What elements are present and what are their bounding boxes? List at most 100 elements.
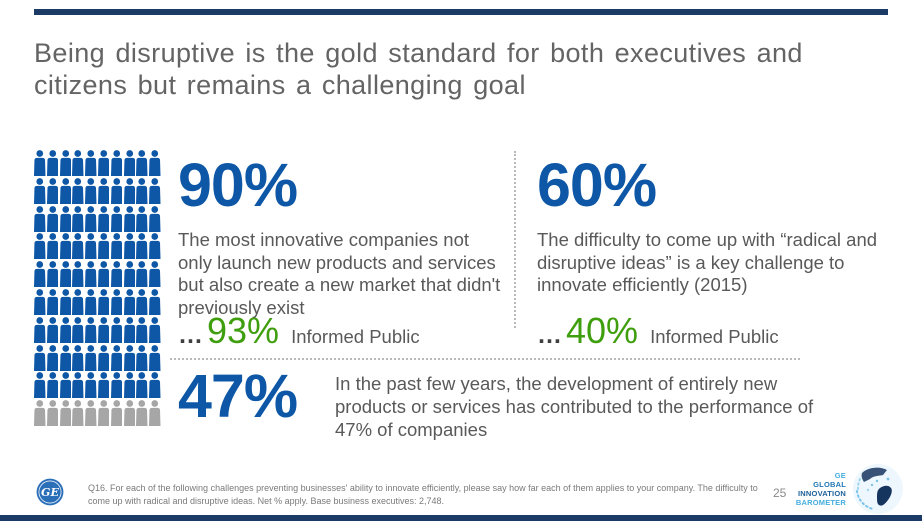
person-icon xyxy=(110,372,124,400)
person-icon xyxy=(136,372,149,400)
informed-public-value-93: 93% xyxy=(207,310,280,351)
person-icon xyxy=(85,372,98,400)
person-icon xyxy=(34,316,47,345)
person-icon xyxy=(123,372,137,400)
person-icon xyxy=(46,289,60,317)
person-icon xyxy=(59,400,73,428)
person-icon xyxy=(46,177,60,206)
person-icon xyxy=(72,233,85,261)
person-icon xyxy=(34,344,47,373)
person-icon xyxy=(110,150,124,178)
person-icon xyxy=(34,372,47,400)
globe-icon xyxy=(853,464,903,514)
person-icon xyxy=(97,205,111,234)
page-number: 25 xyxy=(773,486,787,500)
person-icon xyxy=(72,372,85,400)
person-icon xyxy=(34,177,47,206)
person-icon xyxy=(59,344,73,373)
top-accent-bar xyxy=(34,9,888,15)
person-icon xyxy=(136,316,149,345)
footnote-text: Q16. For each of the following challenge… xyxy=(88,483,758,507)
person-icon xyxy=(34,233,47,261)
person-icon xyxy=(59,372,73,400)
person-icon xyxy=(123,150,137,178)
person-icon xyxy=(123,400,137,428)
stat-block-radical: 60% The difficulty to come up with “radi… xyxy=(537,155,882,297)
person-icon xyxy=(149,400,162,428)
person-icon xyxy=(59,205,73,234)
stat-block-innovative: 90% The most innovative companies not on… xyxy=(178,155,508,319)
informed-public-row-40: … 40% Informed Public xyxy=(537,310,779,352)
person-icon xyxy=(85,233,98,261)
person-icon xyxy=(34,205,47,234)
person-icon xyxy=(34,400,47,428)
person-icon xyxy=(85,344,98,373)
bottom-accent-bar xyxy=(0,515,922,521)
person-icon xyxy=(136,400,149,428)
person-icon xyxy=(72,261,85,289)
person-icon xyxy=(85,400,98,428)
barometer-wordmark: GE GLOBAL INNOVATION BAROMETER xyxy=(770,471,846,508)
person-icon xyxy=(149,205,162,234)
person-icon xyxy=(97,150,111,178)
person-icon xyxy=(149,150,162,178)
person-icon xyxy=(123,289,137,317)
person-icon xyxy=(110,316,124,345)
person-icon xyxy=(59,261,73,289)
stat-value-60: 60% xyxy=(537,151,657,219)
person-icon xyxy=(85,150,98,178)
person-icon xyxy=(136,289,149,317)
person-icon xyxy=(136,344,149,373)
person-icon xyxy=(72,400,85,428)
informed-public-label: Informed Public xyxy=(650,326,779,347)
person-icon xyxy=(59,150,73,178)
person-icon xyxy=(46,400,60,428)
person-icon xyxy=(149,261,162,289)
person-icon xyxy=(72,150,85,178)
person-icon xyxy=(46,261,60,289)
pictogram-grid xyxy=(34,150,162,428)
person-icon xyxy=(149,289,162,317)
person-icon xyxy=(110,233,124,261)
person-icon xyxy=(46,150,60,178)
person-icon xyxy=(97,316,111,345)
person-icon xyxy=(72,289,85,317)
person-icon xyxy=(149,316,162,345)
person-icon xyxy=(97,372,111,400)
informed-public-label: Informed Public xyxy=(291,326,420,347)
person-icon xyxy=(34,289,47,317)
person-icon xyxy=(72,316,85,345)
barometer-line-global: GLOBAL xyxy=(813,480,846,490)
person-icon xyxy=(110,261,124,289)
person-icon xyxy=(110,205,124,234)
ellipsis-dots: … xyxy=(537,321,564,349)
barometer-line-barometer: BAROMETER xyxy=(795,498,846,508)
person-icon xyxy=(97,400,111,428)
person-icon xyxy=(59,233,73,261)
person-icon xyxy=(85,289,98,317)
ge-logo: GE xyxy=(36,478,64,506)
stat-description-90: The most innovative companies not only l… xyxy=(178,229,501,318)
person-icon xyxy=(110,289,124,317)
stat-value-47: 47% xyxy=(178,362,298,430)
person-icon xyxy=(123,233,137,261)
person-icon xyxy=(46,205,60,234)
person-icon xyxy=(85,316,98,345)
person-icon xyxy=(85,261,98,289)
person-icon xyxy=(97,233,111,261)
person-icon xyxy=(123,205,137,234)
person-icon xyxy=(46,344,60,373)
ellipsis-dots: … xyxy=(178,321,205,349)
person-icon xyxy=(136,261,149,289)
person-icon xyxy=(46,233,60,261)
person-icon xyxy=(123,316,137,345)
ge-monogram-text: GE xyxy=(41,486,59,499)
person-icon xyxy=(149,177,162,206)
person-icon xyxy=(97,289,111,317)
person-icon xyxy=(136,177,149,206)
person-icon xyxy=(136,233,149,261)
horizontal-dotted-divider xyxy=(170,358,800,360)
person-icon xyxy=(72,344,85,373)
stat-description-60: The difficulty to come up with “radical … xyxy=(537,229,878,296)
